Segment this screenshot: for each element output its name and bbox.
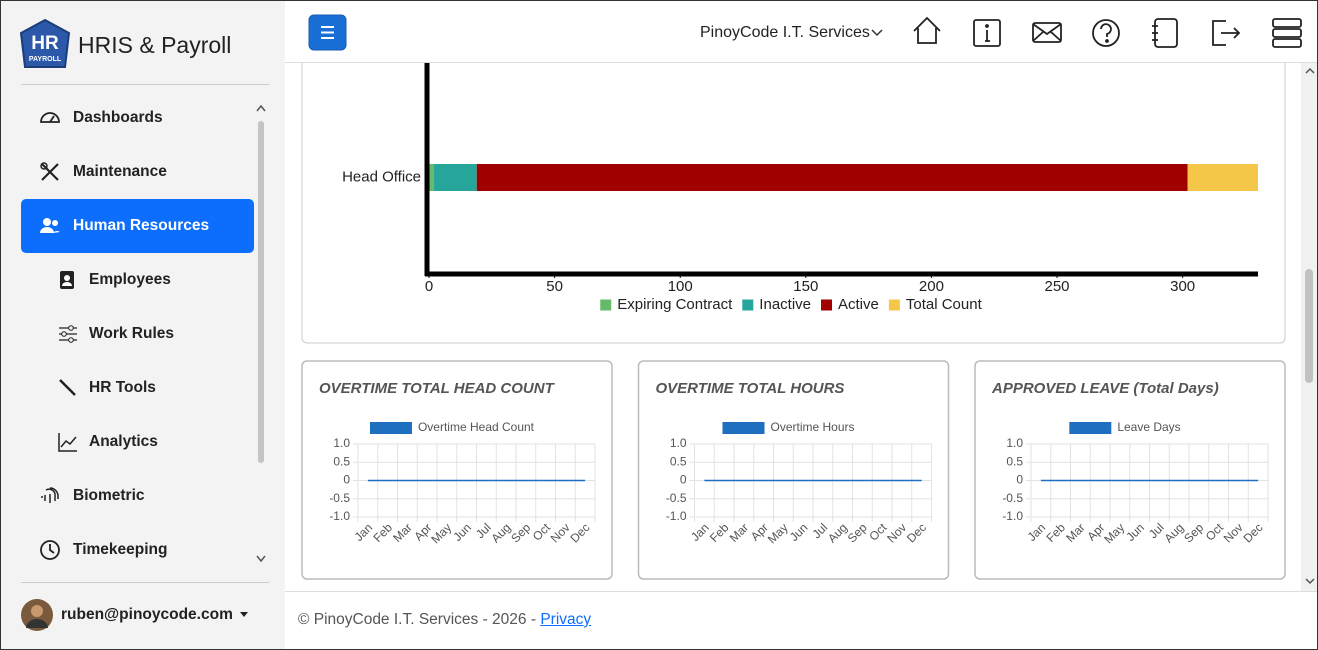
- nav-label: Dashboards: [73, 109, 163, 126]
- company-selector[interactable]: PinoyCode I.T. Services: [700, 24, 870, 41]
- legend-swatch: [722, 422, 765, 434]
- x-tick-label: 300: [1170, 278, 1195, 295]
- divider: [21, 582, 269, 583]
- help-icon[interactable]: [1092, 19, 1120, 47]
- content: Head Office 0 50 100 150 200 250 300 Expiring Co…: [285, 63, 1301, 591]
- legend-label: Leave Days: [1117, 420, 1180, 434]
- x-tick-label: 250: [1045, 278, 1070, 295]
- footer-text: © PinoyCode I.T. Services - 2026 -: [298, 611, 536, 628]
- legend-label: Active: [838, 296, 879, 313]
- nav-label: Work Rules: [89, 325, 174, 342]
- bar-segment: [434, 164, 477, 191]
- app-title: HRIS & Payroll: [78, 32, 232, 58]
- avatar[interactable]: [20, 598, 54, 632]
- legend-swatch: [888, 299, 900, 311]
- legend-label: Overtime Head Count: [418, 420, 535, 434]
- y-tick-label: Head Office: [342, 168, 421, 185]
- legend: Overtime Hours: [722, 420, 855, 434]
- y-tick-label: -1.0: [1002, 509, 1023, 523]
- sidebar-scrollbar: [256, 104, 266, 563]
- nav-label: Timekeeping: [73, 541, 168, 558]
- home-icon[interactable]: [913, 16, 941, 44]
- user-email[interactable]: ruben@pinoycode.com: [61, 606, 233, 623]
- legend-swatch: [742, 299, 754, 311]
- y-tick-label: -1.0: [666, 509, 687, 523]
- notebook-icon[interactable]: [1154, 18, 1178, 48]
- legend-swatch: [821, 299, 833, 311]
- y-tick-label: 1.0: [1006, 436, 1023, 450]
- chevron: [871, 29, 883, 37]
- y-tick-label: -0.5: [1002, 491, 1023, 505]
- divider: [21, 84, 269, 85]
- nav-item[interactable]: Timekeeping: [21, 523, 254, 577]
- toolbar-icons: [913, 16, 1302, 48]
- logout-icon[interactable]: [1212, 20, 1241, 46]
- mail-icon[interactable]: [1032, 22, 1062, 43]
- chart-title: OVERTIME TOTAL HOURS: [656, 380, 845, 397]
- top-bar: PinoyCode I.T. Services: [285, 1, 1317, 63]
- legend: Expiring Contract Inactive Active Total Cou…: [600, 296, 983, 313]
- legend-label: Expiring Contract: [617, 296, 733, 313]
- legend: Overtime Head Count: [369, 420, 535, 434]
- bar-segment: [1187, 164, 1258, 191]
- x-tick-label: 150: [793, 278, 818, 295]
- y-tick-label: -0.5: [666, 491, 687, 505]
- footer: © PinoyCode I.T. Services - 2026 - Priva…: [285, 591, 1317, 649]
- server-icon[interactable]: [1272, 18, 1302, 28]
- legend-label: Inactive: [759, 296, 811, 313]
- nav-item[interactable]: Analytics: [21, 415, 254, 469]
- legend-label: Overtime Hours: [770, 420, 854, 434]
- nav-label: Employees: [89, 271, 171, 288]
- nav-item[interactable]: Dashboards: [21, 91, 254, 145]
- nav-item[interactable]: Employees: [21, 253, 254, 307]
- x-tick-label: 0: [425, 278, 433, 295]
- nav-item[interactable]: Human Resources: [21, 199, 254, 253]
- y-tick-label: 1.0: [333, 436, 350, 450]
- caret: [240, 612, 248, 617]
- x-tick-label: 100: [668, 278, 693, 295]
- y-tick-label: 1.0: [670, 436, 687, 450]
- nav-item[interactable]: Biometric: [21, 469, 254, 523]
- nav-label: Human Resources: [73, 217, 210, 234]
- logo-subtext: PAYROLL: [29, 56, 62, 63]
- nav-label: Maintenance: [73, 163, 167, 180]
- y-tick-label: 0: [343, 473, 350, 487]
- nav-label: Analytics: [89, 433, 158, 450]
- bar-segment: [429, 164, 435, 191]
- legend-swatch: [600, 299, 612, 311]
- y-tick-label: 0: [1016, 473, 1023, 487]
- legend-label: Total Count: [906, 296, 983, 313]
- logo-text: HR: [31, 33, 59, 54]
- nav-item[interactable]: Work Rules: [21, 307, 254, 361]
- dashboard-charts: Head Office 0 50 100 150 200 250 300 Expiring Co…: [301, 63, 1286, 580]
- sidebar: HR PAYROLL HRIS & Payroll Dashboards Mai…: [1, 1, 285, 649]
- bar-segment: [476, 164, 1188, 191]
- logo: HR PAYROLL: [19, 18, 71, 68]
- privacy-link[interactable]: Privacy: [540, 611, 592, 628]
- nav-item[interactable]: Maintenance: [21, 145, 254, 199]
- y-tick-label: -0.5: [329, 491, 350, 505]
- info-icon[interactable]: [973, 19, 1001, 47]
- y-tick-label: 0: [680, 473, 687, 487]
- chart-title: OVERTIME TOTAL HEAD COUNT: [319, 380, 556, 397]
- nav-label: HR Tools: [89, 379, 156, 396]
- nav-item[interactable]: HR Tools: [21, 361, 254, 415]
- y-tick-label: 0.5: [1006, 454, 1023, 468]
- legend-swatch: [369, 422, 412, 434]
- legend: Leave Days: [1069, 420, 1181, 434]
- nav-label: Biometric: [73, 487, 145, 504]
- chart-title: APPROVED LEAVE (Total Days): [991, 380, 1219, 397]
- y-tick-label: 0.5: [333, 454, 350, 468]
- y-tick-label: -1.0: [329, 509, 350, 523]
- x-tick-label: 50: [546, 278, 563, 295]
- y-tick-label: 0.5: [670, 454, 687, 468]
- page-scrollbar: [1301, 63, 1317, 591]
- x-tick-label: 200: [919, 278, 944, 295]
- menu-button[interactable]: [308, 14, 348, 52]
- legend-swatch: [1069, 422, 1112, 434]
